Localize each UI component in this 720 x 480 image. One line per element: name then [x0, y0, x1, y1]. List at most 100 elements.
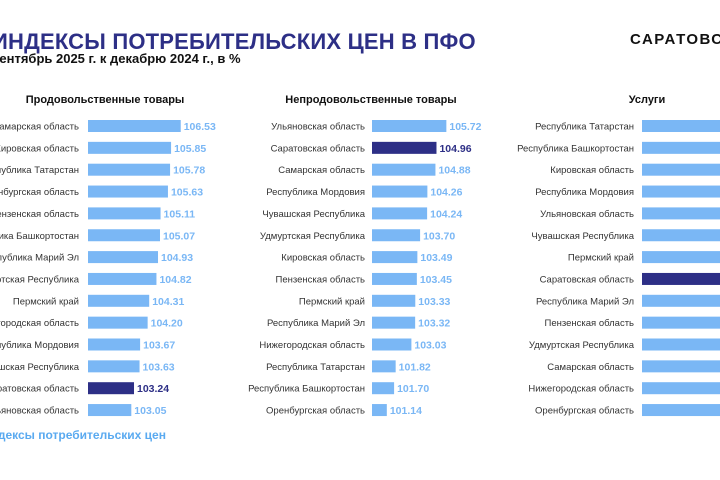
category-label: Пермский край — [13, 296, 79, 307]
bar — [372, 207, 428, 220]
category-label: Республика Марий Эл — [0, 253, 79, 264]
category-label: Саратовская область — [0, 384, 79, 395]
bar — [372, 404, 387, 417]
bar — [642, 382, 720, 395]
bar — [88, 251, 159, 264]
category-label: Самарская область — [278, 165, 365, 176]
bar — [642, 141, 720, 154]
category-label: Ульяновская область — [540, 209, 634, 220]
value-label: 103.63 — [143, 361, 175, 373]
category-label: Самарская область — [547, 362, 634, 373]
bar — [372, 382, 395, 395]
value-label: 104.88 — [438, 165, 470, 177]
category-label: Республика Марий Эл — [536, 296, 634, 307]
bar — [642, 120, 720, 132]
bar — [642, 272, 720, 285]
bar — [372, 120, 447, 132]
category-label: Кировская область — [550, 165, 634, 176]
bar — [642, 338, 720, 351]
value-label: 105.85 — [174, 143, 206, 155]
bar — [642, 207, 720, 220]
value-label: 101.82 — [399, 361, 431, 373]
bar — [88, 382, 135, 395]
value-label: 103.03 — [414, 340, 446, 352]
bar — [642, 229, 720, 242]
bar — [88, 404, 132, 417]
category-label: Нижегородская область — [528, 384, 634, 395]
value-label: 106.53 — [184, 121, 216, 133]
category-label: Республика Мордовия — [0, 340, 79, 351]
value-label: 103.45 — [420, 274, 452, 286]
category-label: Пермский край — [299, 296, 365, 307]
page-title: ИНДЕКСЫ ПОТРЕБИТЕЛЬСКИХ ЦЕН В ПФО — [0, 29, 476, 54]
category-label: Республика Мордовия — [266, 187, 365, 198]
bar — [372, 141, 437, 154]
bar — [642, 163, 720, 176]
value-label: 103.49 — [420, 252, 452, 264]
category-label: Республика Татарстан — [0, 165, 79, 176]
value-label: 105.63 — [171, 187, 203, 199]
category-label: Республика Татарстан — [266, 362, 365, 373]
category-label: Республика Мордовия — [535, 187, 634, 198]
bar — [372, 229, 421, 242]
bar — [88, 229, 160, 242]
category-label: Удмуртская Республика — [260, 231, 366, 242]
category-label: Саратовская область — [540, 274, 634, 285]
value-label: 103.33 — [418, 296, 450, 308]
value-label: 103.67 — [143, 340, 175, 352]
category-label: Удмуртская Республика — [529, 340, 635, 351]
bar — [642, 185, 720, 198]
category-label: Чувашская Республика — [531, 231, 634, 242]
category-label: Чувашская Республика — [0, 362, 80, 373]
value-label: 104.20 — [151, 318, 183, 330]
category-label: Кировская область — [0, 143, 79, 154]
value-label: 104.93 — [161, 252, 193, 264]
category-label: Нижегородская область — [259, 340, 365, 351]
value-label: 103.24 — [137, 383, 169, 395]
value-label: 105.78 — [173, 165, 205, 177]
bar — [372, 316, 416, 329]
category-label: Пермский край — [568, 253, 634, 264]
panel-title: Непродовольственные товары — [285, 94, 456, 106]
bar — [372, 360, 396, 373]
bar — [642, 251, 720, 264]
brand-logo-text: САРАТОВС — [630, 31, 720, 48]
value-label: 104.26 — [430, 187, 462, 199]
value-label: 103.32 — [418, 318, 450, 330]
bar — [372, 251, 418, 264]
category-label: Нижегородская область — [0, 318, 79, 329]
category-label: Удмуртская Республика — [0, 274, 80, 285]
value-label: 105.07 — [163, 230, 195, 242]
category-label: Самарская область — [0, 122, 79, 133]
bar — [88, 360, 140, 373]
category-label: Ульяновская область — [0, 406, 79, 417]
category-label: Саратовская область — [271, 143, 365, 154]
value-label: 105.11 — [164, 208, 196, 220]
value-label: 101.70 — [397, 383, 429, 395]
bar — [642, 294, 720, 307]
category-label: Пензенская область — [0, 209, 79, 220]
category-label: Оренбургская область — [0, 187, 79, 198]
category-label: Пензенская область — [276, 274, 366, 285]
category-label: Республика Татарстан — [535, 122, 634, 133]
value-label: 104.31 — [152, 296, 184, 308]
category-label: Республика Башкортостан — [248, 384, 365, 395]
bar — [88, 294, 150, 307]
bar — [88, 185, 168, 198]
value-label: 103.70 — [423, 230, 455, 242]
category-label: Оренбургская область — [535, 406, 634, 417]
panel-title: Услуги — [629, 94, 666, 106]
category-label: Кировская область — [281, 253, 365, 264]
bar — [88, 163, 171, 176]
footer-caption: Индексы потребительских цен — [0, 428, 166, 442]
category-label: Республика Башкортостан — [0, 231, 79, 242]
bar — [88, 120, 181, 132]
bar — [642, 316, 720, 329]
category-label: Оренбургская область — [266, 406, 365, 417]
bar — [88, 141, 172, 154]
category-label: Республика Башкортостан — [517, 143, 634, 154]
category-label: Ульяновская область — [271, 122, 365, 133]
bar — [88, 316, 148, 329]
category-label: Республика Марий Эл — [267, 318, 365, 329]
value-label: 104.24 — [430, 208, 462, 220]
